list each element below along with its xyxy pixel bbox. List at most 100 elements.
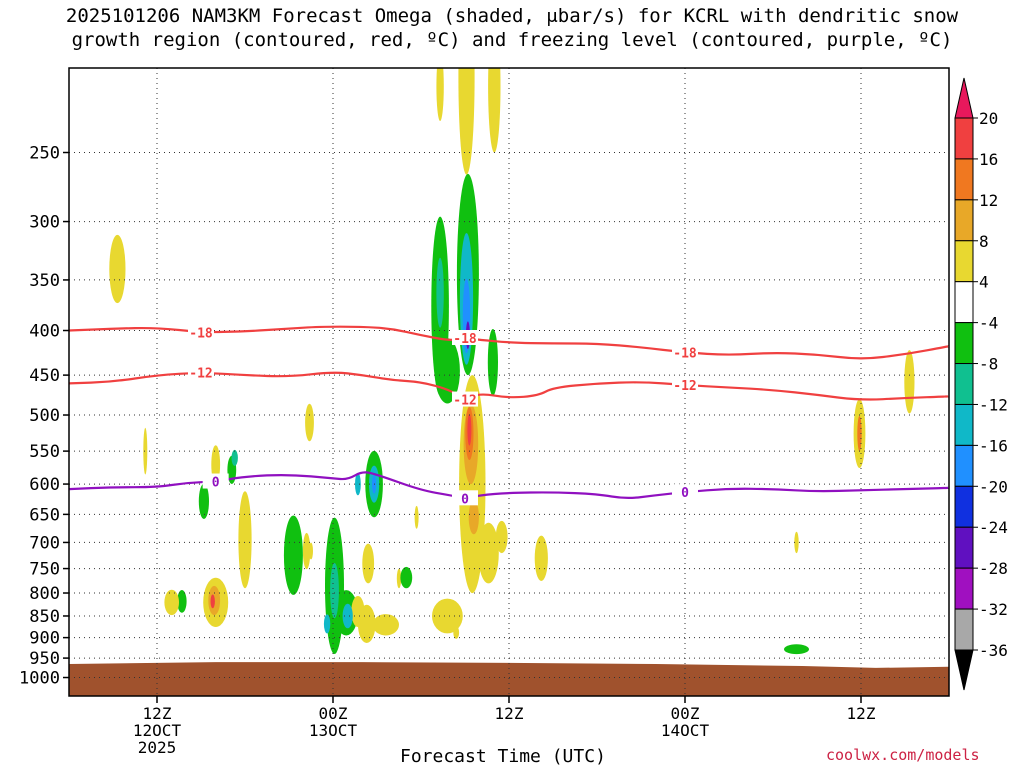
omega-cell (143, 427, 148, 475)
contour-label: 0 (212, 476, 220, 491)
contour-label: -18 (453, 332, 477, 347)
y-tick-label: 1000 (19, 669, 60, 689)
y-tick-label: 700 (29, 533, 60, 553)
omega-cell (453, 626, 460, 639)
contour-label: 0 (681, 486, 689, 501)
omega-cell (400, 566, 413, 589)
omega-cell (396, 568, 402, 589)
x-tick-label: 2025 (138, 738, 177, 757)
colorbar-top-arrow (954, 77, 974, 119)
omega-cell (198, 483, 209, 519)
colorbar-box (954, 485, 974, 528)
colorbar-label: 20 (979, 109, 998, 128)
y-tick-label: 350 (29, 271, 60, 291)
colorbar-label: -4 (979, 314, 998, 333)
temperature-contours: -18 -18 -18 -12 -12 -12 0 0 0 (69, 324, 949, 507)
omega-cell (468, 500, 479, 535)
plot-area (69, 68, 949, 696)
omega-cell (164, 589, 179, 616)
omega-cell (458, 68, 475, 175)
x-tick-label: 00Z (671, 704, 700, 723)
y-tick-label: 850 (29, 607, 60, 627)
y-tick-label: 500 (29, 406, 60, 426)
omega-cell (467, 414, 472, 446)
omega-cell (342, 603, 353, 629)
omega-cell (436, 257, 444, 328)
contour-label-bg (452, 391, 478, 407)
y-axis: 2503003504004505005506006507007508008509… (19, 144, 69, 689)
contour-label: -12 (453, 394, 476, 409)
colorbar-box (954, 322, 974, 365)
x-tick-label: 00Z (319, 704, 348, 723)
y-tick-label: 450 (29, 366, 60, 386)
omega-cell (330, 563, 339, 619)
contour-label-bg (672, 484, 698, 500)
contour-label-bg (672, 344, 698, 360)
x-tick-label: 12Z (495, 704, 524, 723)
credit-text: coolwx.com/models (826, 746, 980, 764)
omega-cell (794, 531, 799, 554)
omega-cell (784, 644, 809, 655)
contour-label: -12 (189, 367, 212, 382)
chart-title-line2: growth region (contoured, red, ºC) and f… (71, 29, 953, 51)
omega-shading (109, 68, 915, 655)
y-tick-label: 400 (29, 322, 60, 342)
contour-label: -18 (189, 326, 213, 341)
colorbar-box (954, 608, 974, 651)
omega-cell (109, 234, 126, 304)
ground-surface (69, 662, 949, 696)
x-tick-label: 13OCT (309, 721, 358, 740)
y-tick-label: 650 (29, 505, 60, 525)
y-tick-label: 550 (29, 442, 60, 462)
omega-cell (488, 68, 501, 153)
contour-label-bg (202, 473, 229, 489)
omega-cell (238, 491, 252, 589)
omega-cell (478, 522, 499, 584)
omega-cell (487, 329, 498, 396)
colorbar-label: 8 (979, 232, 989, 251)
grid-lines (69, 68, 949, 696)
omega-cell (414, 505, 419, 529)
contour-label-bg (452, 330, 478, 346)
x-tick-label: 12Z (143, 704, 172, 723)
colorbar-box (954, 117, 974, 160)
colorbar-box (954, 444, 974, 487)
omega-cell (857, 415, 862, 452)
contour-label-bg (188, 364, 214, 380)
contour-label-bg (672, 377, 698, 393)
colorbar-box (954, 363, 974, 405)
omega-cell (231, 449, 238, 466)
chart-title: 2025101206 NAM3KM Forecast Omega (shaded… (0, 4, 1024, 52)
omega-cell (210, 594, 215, 609)
contour-label-bg (188, 324, 214, 340)
colorbar-box (954, 199, 974, 242)
colorbar-box (954, 281, 974, 324)
colorbar-label: -24 (979, 518, 1008, 537)
omega-cell (372, 614, 399, 636)
colorbar-label: -32 (979, 600, 1008, 619)
omega-cell (355, 472, 361, 496)
x-tick-label: 14OCT (661, 721, 710, 740)
colorbar-box (954, 526, 974, 569)
colorbar-label: -36 (979, 641, 1008, 660)
y-tick-label: 900 (29, 629, 60, 649)
omega-cell (432, 598, 463, 634)
colorbar-label: 4 (979, 273, 989, 292)
x-axis-label: Forecast Time (UTC) (400, 746, 606, 767)
y-tick-label: 750 (29, 560, 60, 580)
ground-fill (69, 662, 949, 696)
y-tick-label: 950 (29, 649, 60, 669)
contour-label-bg (452, 490, 478, 506)
colorbar-box (954, 240, 974, 283)
colorbar-label: -16 (979, 436, 1008, 455)
omega-cell (534, 535, 548, 581)
colorbar-box (954, 567, 974, 610)
colorbar-label: -8 (979, 355, 998, 374)
colorbar-label: 12 (979, 191, 998, 210)
colorbar-box (954, 158, 974, 201)
omega-cell (323, 614, 331, 634)
colorbar-label: -28 (979, 559, 1008, 578)
omega-cell (904, 350, 915, 414)
colorbar-label: -20 (979, 477, 1008, 496)
